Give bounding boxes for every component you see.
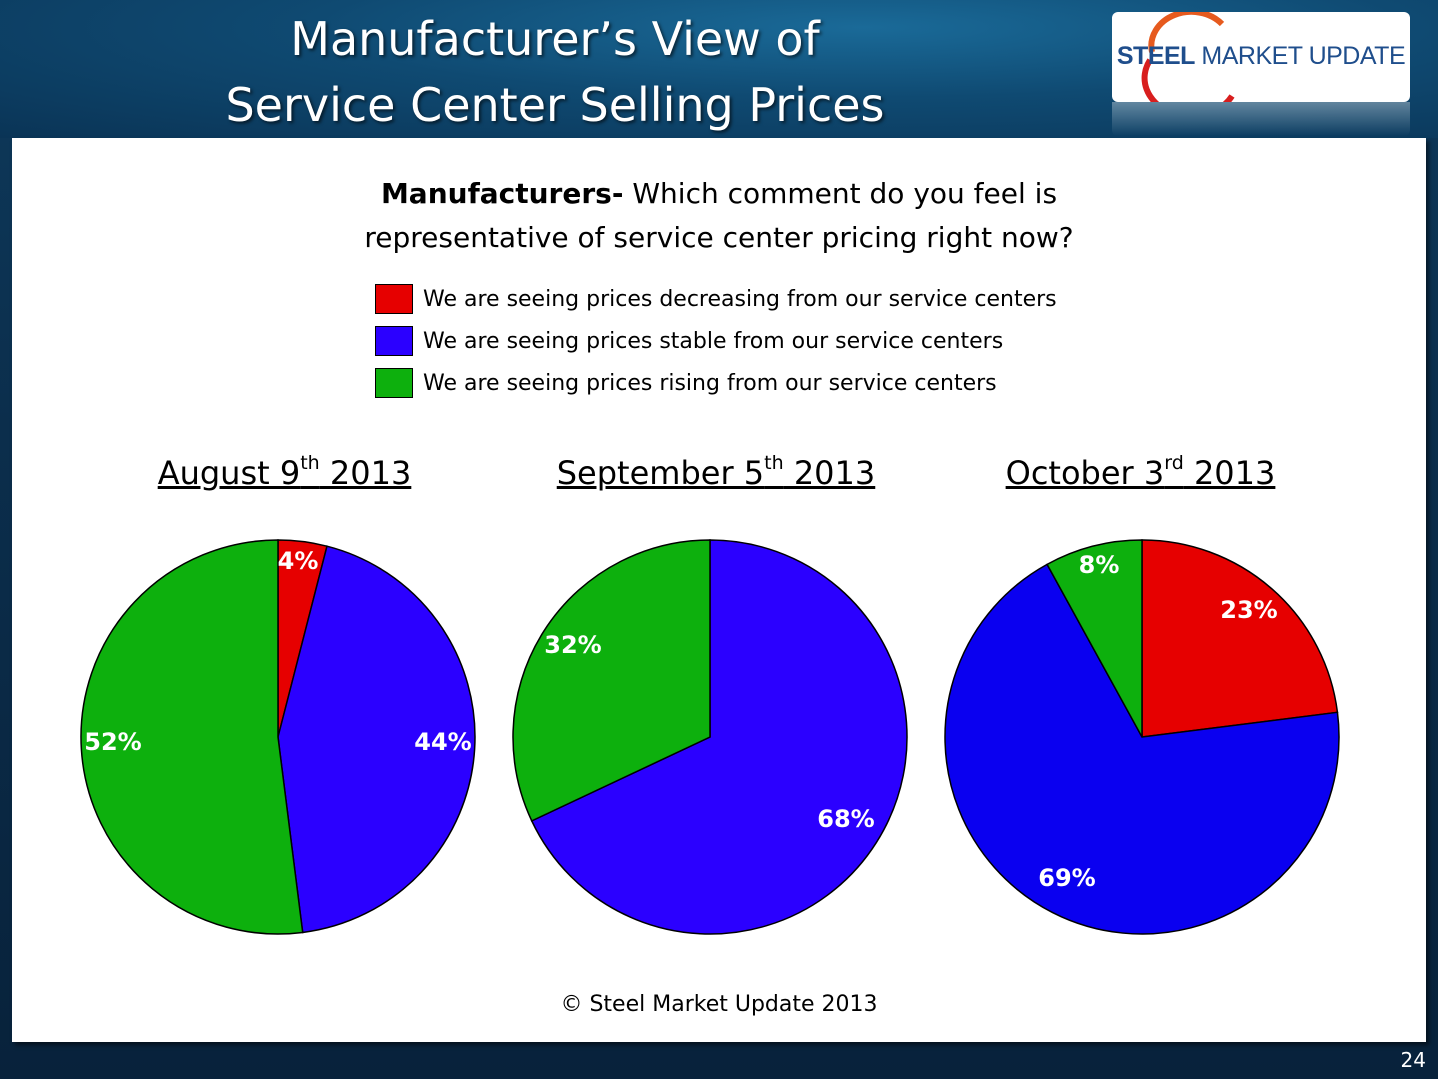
logo-text-rest: MARKET UPDATE [1194,42,1406,70]
question-bold: Manufacturers- [380,177,624,210]
pie-label-stable: 69% [1038,864,1095,892]
pie-label-stable: 68% [817,805,874,833]
pie-slice-rising [1046,539,1143,738]
content-panel: Manufacturers- Which comment do you feel… [12,138,1426,1042]
legend-item-stable: We are seeing prices stable from our ser… [375,320,1057,362]
period-title-september: September 5th 2013 [556,452,876,492]
legend-swatch-green [375,368,413,398]
pie-label-rising: 32% [544,631,601,659]
pie-chart-3: 23% 69% 8% [944,539,1340,935]
legend-item-decreasing: We are seeing prices decreasing from our… [375,278,1057,320]
pie-slice-stable [277,545,476,934]
pie-slice-stable [944,563,1340,935]
pie-slice-rising [512,539,711,822]
copyright: © Steel Market Update 2013 [560,992,878,1017]
legend-label-stable: We are seeing prices stable from our ser… [423,328,1004,354]
slide-title-line2: Service Center Selling Prices [225,78,885,132]
legend-swatch-red [375,284,413,314]
period-title-october: October 3rd 2013 [1005,452,1276,492]
pie-chart-2: 68% 32% [512,539,908,935]
pie-slice-decreasing [1141,539,1339,738]
legend-label-decreasing: We are seeing prices decreasing from our… [423,286,1057,312]
pie-label-decreasing: 23% [1220,596,1277,624]
logo-text-bold: STEEL [1116,42,1196,70]
logo-swoosh-icon [1141,12,1235,102]
pie-label-rising: 8% [1079,551,1120,579]
pie-charts: 4% 44% 52% 68% 32% 23% 69% 8% [80,539,1340,935]
pie-label-rising: 52% [84,728,141,756]
slide-title-line1: Manufacturer’s View of [290,12,820,66]
slide-title: Manufacturer’s View of Service Center Se… [130,6,980,138]
period-title-august: August 9th 2013 [157,452,412,492]
legend-item-rising: We are seeing prices rising from our ser… [375,362,1057,404]
question-line2: representative of service center pricing… [364,221,1074,254]
pie-chart-1: 4% 44% 52% [80,539,476,935]
survey-question: Manufacturers- Which comment do you feel… [212,172,1226,260]
legend-swatch-blue [375,326,413,356]
pie-label-stable: 44% [414,728,471,756]
pie-slice-rising [80,539,304,935]
page-number: 24 [1400,1048,1426,1072]
pie-slice-stable [530,539,908,935]
legend-label-rising: We are seeing prices rising from our ser… [423,370,997,396]
legend: We are seeing prices decreasing from our… [375,278,1057,404]
logo-reflection [1112,102,1410,136]
question-line1: Which comment do you feel is [623,177,1058,210]
steel-market-update-logo: STEEL MARKET UPDATE [1112,12,1410,102]
pie-label-decreasing: 4% [278,547,319,575]
logo-text: STEEL MARKET UPDATE [1112,42,1410,71]
